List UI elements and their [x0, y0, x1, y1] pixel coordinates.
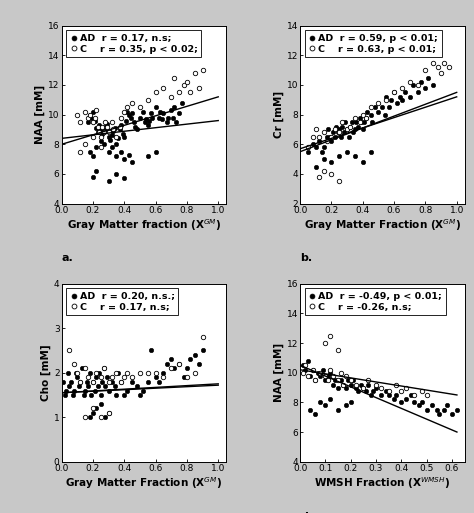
Y-axis label: Cr [mM]: Cr [mM]	[273, 91, 284, 138]
Y-axis label: Cho [mM]: Cho [mM]	[41, 344, 51, 401]
X-axis label: Gray Matter fraction (X$^{GM}$): Gray Matter fraction (X$^{GM}$)	[67, 218, 221, 233]
Legend: AD  r = -0.49, p < 0.01;, C    r = -0.26, n.s;: AD r = -0.49, p < 0.01;, C r = -0.26, n.…	[305, 288, 446, 315]
Legend: AD  r = 0.17, n.s;, C    r = 0.35, p < 0.02;: AD r = 0.17, n.s;, C r = 0.35, p < 0.02;	[66, 30, 201, 57]
Text: d.: d.	[300, 511, 312, 513]
Text: b.: b.	[300, 253, 312, 264]
Legend: AD  r = 0.20, n.s.;, C    r = 0.17, n.s;: AD r = 0.20, n.s.;, C r = 0.17, n.s;	[66, 288, 178, 315]
Legend: AD  r = 0.59, p < 0.01;, C    r = 0.63, p < 0.01;: AD r = 0.59, p < 0.01;, C r = 0.63, p < …	[305, 30, 442, 57]
Y-axis label: NAA [mM]: NAA [mM]	[35, 85, 45, 144]
X-axis label: Gray Matter Fraction (X$^{GM}$): Gray Matter Fraction (X$^{GM}$)	[304, 218, 461, 233]
Y-axis label: NAA [mM]: NAA [mM]	[273, 343, 284, 402]
X-axis label: Gray Matter Fraction (X$^{GM}$): Gray Matter Fraction (X$^{GM}$)	[65, 476, 222, 491]
Text: a.: a.	[62, 253, 73, 264]
Text: c.: c.	[62, 511, 73, 513]
X-axis label: WMSH Fraction (X$^{WMSH}$): WMSH Fraction (X$^{WMSH}$)	[314, 476, 450, 491]
